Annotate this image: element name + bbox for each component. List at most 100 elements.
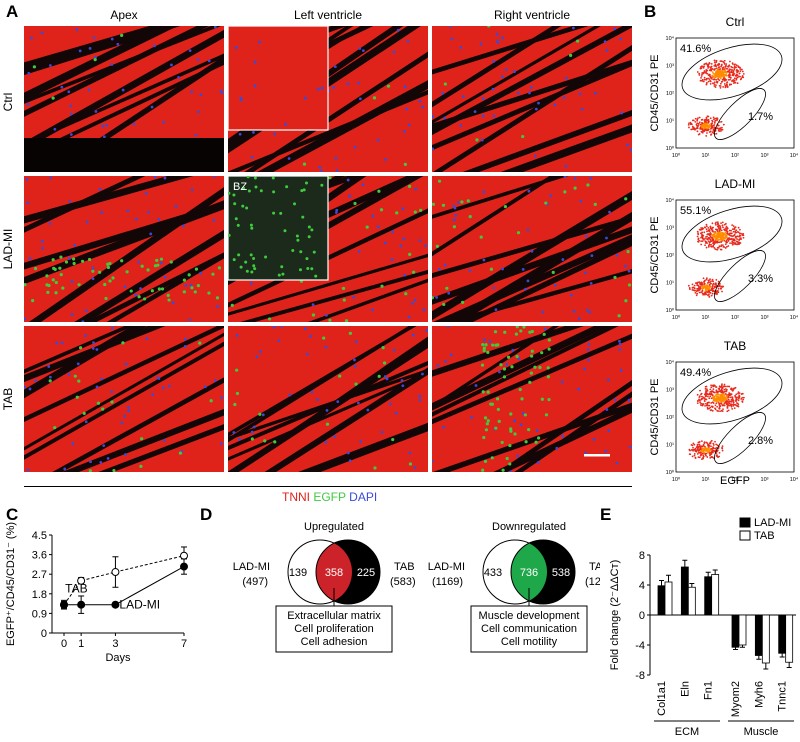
event xyxy=(696,71,699,73)
egfp-cell xyxy=(112,468,116,472)
nucleus xyxy=(474,384,478,387)
nucleus xyxy=(310,390,314,394)
inset-cell xyxy=(245,269,249,273)
event xyxy=(702,67,705,69)
data-point-lad-mi xyxy=(60,600,68,609)
event xyxy=(719,389,722,392)
event xyxy=(742,396,745,399)
egfp-cell xyxy=(182,278,186,282)
event xyxy=(691,128,694,131)
legend-label-lad-mi: LAD-MI xyxy=(754,517,791,529)
nucleus xyxy=(530,249,534,253)
event xyxy=(708,228,711,231)
nucleus xyxy=(443,116,446,120)
nucleus xyxy=(629,148,632,152)
egfp-cell xyxy=(51,96,55,100)
x-tick-label: 10¹ xyxy=(702,477,710,483)
event xyxy=(696,453,699,455)
nucleus xyxy=(26,201,30,205)
panel-d-label: D xyxy=(200,505,213,524)
inset-cell xyxy=(295,234,299,238)
event xyxy=(733,77,736,80)
inset-cell xyxy=(306,266,310,270)
event xyxy=(712,287,715,290)
event xyxy=(688,126,690,129)
nucleus xyxy=(190,90,194,94)
egfp-cell xyxy=(348,331,352,335)
event xyxy=(733,234,736,236)
nucleus xyxy=(196,58,200,61)
event xyxy=(702,293,705,296)
nucleus xyxy=(137,260,140,264)
event xyxy=(700,240,702,243)
event xyxy=(700,67,703,70)
y-tick-label: 10⁰ xyxy=(666,145,675,152)
egfp-cell xyxy=(508,443,512,448)
nucleus xyxy=(75,28,79,31)
nucleus xyxy=(71,442,75,445)
egfp-cell xyxy=(485,422,489,426)
event xyxy=(718,241,721,244)
nucleus xyxy=(406,39,410,43)
event xyxy=(696,281,699,284)
nucleus xyxy=(615,461,619,465)
nucleus xyxy=(573,176,577,180)
legend-swatch-tab xyxy=(739,530,751,541)
event xyxy=(696,443,699,446)
egfp-cell xyxy=(613,275,617,280)
event xyxy=(701,282,704,285)
gate-lower-percent: 2.8% xyxy=(748,435,773,447)
event xyxy=(712,390,714,393)
egfp-cell xyxy=(59,273,63,277)
nucleus xyxy=(60,85,64,89)
event xyxy=(720,72,723,75)
event xyxy=(740,68,743,71)
x-tick-label: 10² xyxy=(731,315,739,321)
event xyxy=(713,246,716,249)
inset-cell xyxy=(249,223,253,227)
egfp-cell xyxy=(522,326,526,329)
nucleus xyxy=(534,107,538,111)
egfp-cell xyxy=(78,346,83,350)
event xyxy=(721,224,724,227)
event xyxy=(703,284,706,287)
egfp-cell xyxy=(53,426,57,430)
event xyxy=(702,71,705,74)
event xyxy=(700,130,703,133)
event xyxy=(737,403,740,406)
inset-cell xyxy=(234,45,238,49)
inset-cell xyxy=(307,235,311,239)
event xyxy=(703,441,706,444)
egfp-cell xyxy=(194,267,199,271)
nucleus xyxy=(144,191,148,195)
egfp-cell xyxy=(230,303,234,307)
event xyxy=(742,398,745,401)
gate-upper-percent: 55.1% xyxy=(680,205,711,217)
nucleus xyxy=(156,376,160,380)
event xyxy=(700,447,702,450)
tissue-gap xyxy=(24,412,224,472)
event xyxy=(735,393,738,396)
nucleus xyxy=(535,429,539,432)
event xyxy=(715,228,717,231)
y-tick-label: 10⁴ xyxy=(666,35,675,42)
nucleus xyxy=(501,36,504,40)
nucleus xyxy=(123,285,127,289)
event xyxy=(717,129,720,132)
nucleus xyxy=(572,26,575,30)
nucleus xyxy=(168,384,171,388)
event xyxy=(698,441,701,443)
egfp-cell xyxy=(87,257,92,262)
event xyxy=(709,395,712,398)
nucleus xyxy=(587,358,590,362)
venn-left-label: LAD-MI xyxy=(428,561,465,573)
event xyxy=(719,394,721,396)
nucleus xyxy=(481,97,485,100)
event xyxy=(695,294,698,297)
event xyxy=(703,231,706,234)
event xyxy=(707,246,710,248)
venn-right-outline xyxy=(315,539,381,605)
gate-lower-percent: 3.3% xyxy=(748,273,773,285)
nucleus xyxy=(371,308,374,312)
